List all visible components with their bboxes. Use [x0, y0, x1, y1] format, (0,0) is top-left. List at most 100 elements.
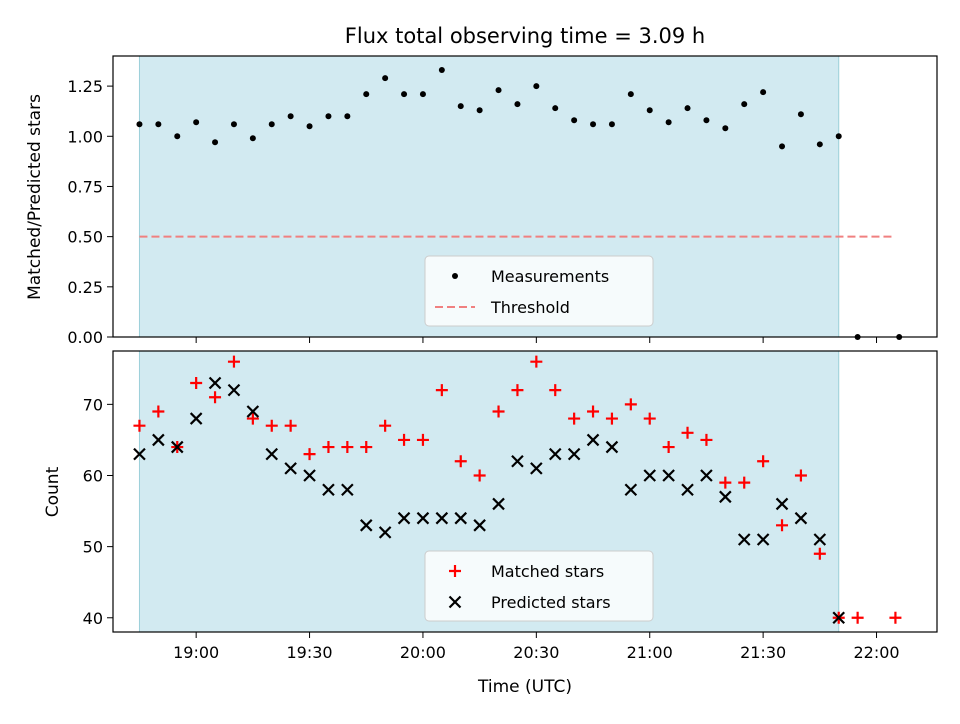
chart-title: Flux total observing time = 3.09 h — [345, 24, 705, 48]
panel-bottom-plus-point — [813, 547, 826, 560]
panel-top-dot-point — [438, 67, 445, 74]
panel-top-dot-point — [816, 141, 823, 148]
panel-bottom-x-point — [548, 447, 562, 461]
panel-bottom-x-point — [737, 533, 751, 546]
panel-top-dot-point — [212, 139, 219, 146]
panel-bottom-plus-point — [549, 384, 562, 397]
top-y-axis-label: Matched/Predicted stars — [25, 94, 45, 300]
panel-top-dot-point — [363, 91, 370, 98]
panel-bottom-x-point — [454, 511, 468, 525]
panel-bottom-x-point — [794, 511, 808, 525]
panel-bottom-plus-point — [133, 419, 146, 432]
panel-bottom-plus-point — [624, 398, 637, 411]
panel-bottom-plus-point — [360, 441, 373, 454]
panel-top-dot-point — [760, 89, 767, 96]
panel-bottom-x-point — [700, 469, 713, 482]
panel-bottom-plus-point — [398, 433, 411, 446]
panel-bottom-x-point — [813, 533, 827, 546]
panel-bottom-plus-point — [454, 455, 467, 468]
panel-bottom-x-point — [227, 383, 241, 397]
panel-bottom-x-point — [359, 519, 373, 532]
panel-top-legend — [424, 255, 654, 327]
x-tick-label: 20:30 — [513, 643, 559, 662]
panel-bottom-plus-point — [265, 419, 278, 432]
panel-top-dot-point — [174, 133, 181, 140]
panel-bottom-plus-point — [681, 426, 694, 439]
panel-top-dot-point — [665, 119, 672, 126]
legend-label: Measurements — [491, 267, 609, 286]
panel-top-y-tick-label: 0.00 — [67, 328, 103, 347]
panel-bottom-x-point — [208, 376, 222, 390]
panel-bottom-plus-point — [416, 433, 429, 446]
panel-bottom-x-point — [322, 483, 335, 496]
panel-top-dot-point — [590, 121, 597, 128]
panel-bottom-x-point — [832, 611, 846, 625]
panel-bottom-x-point — [530, 462, 543, 475]
panel-top-dot-point — [703, 117, 710, 124]
panel-bottom-x-point — [265, 447, 279, 461]
panel-bottom-x-point — [586, 433, 600, 447]
panel-bottom-x-point — [492, 497, 505, 511]
panel-bottom-plus-point — [341, 441, 354, 454]
panel-bottom-plus-point — [379, 419, 392, 432]
x-tick-label: 21:00 — [627, 643, 673, 662]
x-tick-label: 19:00 — [173, 643, 219, 662]
panel-bottom-x-point — [397, 511, 411, 525]
panel-bottom-x-point — [605, 440, 619, 454]
bottom-y-axis-label: Count — [43, 466, 63, 517]
panel-bottom-x-point — [435, 511, 449, 525]
panel-top-dot-point — [382, 75, 389, 82]
panel-bottom-x-point — [416, 511, 430, 525]
panel-bottom-plus-point — [889, 611, 902, 624]
panel-bottom-x-point — [284, 462, 297, 475]
x-tick-label: 19:30 — [286, 643, 332, 662]
panel-bottom-plus-point — [700, 433, 713, 446]
panel-bottom-frame — [112, 350, 938, 633]
panel-bottom-legend — [424, 550, 654, 622]
panel-top-y-tick-label: 1.00 — [67, 127, 103, 146]
panel-top-dot-point — [401, 91, 408, 98]
panel-top-dot-point — [325, 113, 332, 120]
panel-top-dot-point — [571, 117, 578, 124]
panel-top-dot-point — [268, 121, 275, 128]
panel-bottom-x-point — [378, 526, 392, 539]
panel-bottom-plus-point — [738, 476, 751, 489]
panel-bottom-x-point — [341, 483, 354, 496]
panel-bottom-x-point — [567, 447, 581, 461]
panel-bottom-plus-point — [851, 611, 864, 624]
panel-bottom-x-point — [170, 440, 184, 454]
x-tick-label: 21:30 — [740, 643, 786, 662]
panel-bottom-plus-point — [473, 469, 486, 482]
x-tick-label: 20:00 — [400, 643, 446, 662]
panel-bottom-plus-point — [587, 405, 600, 418]
panel-bottom-x-point — [624, 483, 638, 496]
panel-bottom-x-point — [775, 497, 789, 511]
x-tick-label: 22:00 — [853, 643, 899, 662]
panel-bottom-plus-point — [719, 476, 732, 489]
panel-bottom-plus-point — [794, 469, 807, 482]
panel-top-dot-point — [287, 113, 294, 120]
legend-swatch — [448, 595, 462, 609]
panel-top-y-tick-label: 1.25 — [67, 77, 103, 96]
panel-bottom-y-tick-label: 60 — [83, 466, 103, 485]
panel-bottom-x-point — [473, 519, 486, 532]
panel-top-y-tick-label: 0.25 — [67, 278, 103, 297]
legend-label: Matched stars — [491, 562, 604, 581]
panel-top-dot-point — [344, 113, 351, 120]
panel-bottom-x-point — [303, 469, 316, 482]
panel-bottom-plus-point — [511, 384, 524, 397]
panel-top-dot-point — [552, 105, 559, 112]
panel-bottom-x-point — [662, 469, 675, 482]
panel-top-dot-point — [306, 123, 313, 130]
panel-bottom-plus-point — [662, 441, 675, 454]
legend-label: Threshold — [490, 298, 570, 317]
panel-top-dot-point — [608, 121, 615, 128]
panel-top-dot-point — [741, 101, 748, 108]
panel-bottom-plus-point — [209, 391, 222, 404]
legend-swatch — [449, 565, 461, 577]
panel-top-dot-point — [684, 105, 691, 112]
legend-swatch — [452, 273, 458, 279]
panel-bottom-x-point — [643, 469, 657, 482]
panel-top-dot-point — [136, 121, 143, 128]
